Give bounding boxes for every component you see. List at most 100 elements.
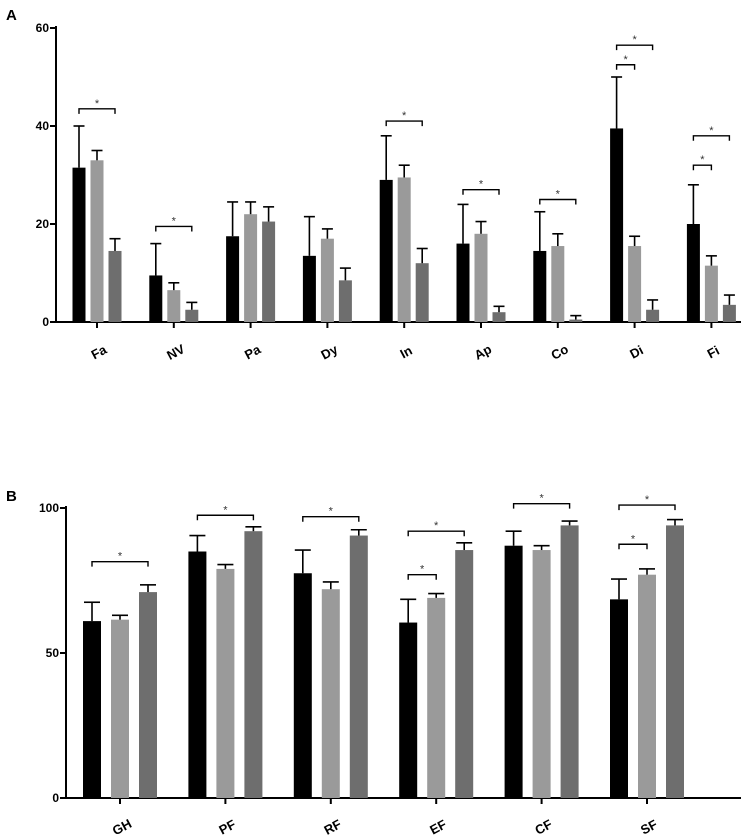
- panel-a-category-label: Co: [549, 341, 571, 362]
- panel-a-significance-star: *: [172, 215, 177, 227]
- panel-a-bar-ap-series-3: [492, 312, 506, 322]
- panel-a-bar-fa-series-2: [90, 160, 104, 322]
- panel-a-bar-dy-series-3: [338, 280, 352, 322]
- panel-b-bar-cf-series-3: [560, 525, 579, 798]
- panel-b-significance-star: *: [434, 520, 439, 532]
- panel-a-bar-co-series-2: [551, 246, 565, 322]
- panel-a-significance-star: *: [632, 34, 637, 46]
- panel-b-significance-bracket: [618, 504, 676, 511]
- panel-b-significance-bracket: [91, 560, 149, 567]
- panel-a-category-label: In: [397, 343, 414, 362]
- panel-b-category-label: SF: [638, 816, 660, 837]
- panel-b-category-label: PF: [216, 816, 238, 837]
- panel-a-bar-fa-series-3: [108, 250, 122, 322]
- panel-b-bar-rf-series-1: [293, 573, 312, 798]
- panel-b-letter: B: [6, 488, 17, 505]
- panel-a-significance-bracket: [615, 64, 636, 70]
- panel-a-letter: A: [6, 7, 17, 24]
- panel-a-significance-star: *: [95, 98, 100, 110]
- panel-b-category-label: EF: [427, 816, 449, 837]
- panel-a-bar-nv-series-2: [167, 290, 181, 322]
- panel-a-category-label: Pa: [242, 341, 264, 362]
- panel-a-significance-star: *: [709, 125, 714, 137]
- panel-a-bar-co-series-1: [533, 250, 547, 322]
- panel-a-bar-in-series-2: [397, 177, 411, 322]
- panel-a-bar-in-series-1: [379, 179, 393, 322]
- panel-b-significance-bracket: [407, 574, 437, 580]
- panel-a-significance-bracket: [692, 164, 713, 171]
- panel-b-bar-ef-series-1: [399, 622, 418, 798]
- panel-b-significance-star: *: [420, 564, 425, 576]
- panel-a-significance-bracket: [462, 189, 500, 195]
- panel-b-category-label: GH: [110, 816, 134, 838]
- panel-a-category-label: Fi: [705, 343, 722, 362]
- panel-a-significance-star: *: [402, 110, 407, 122]
- panel-a-significance-bracket: [539, 198, 577, 205]
- panel-b-bar-ef-series-2: [427, 597, 446, 798]
- panel-a-significance-bracket: [615, 44, 654, 51]
- panel-b-significance-bracket: [512, 502, 571, 509]
- panel-b-significance-star: *: [645, 494, 650, 506]
- panel-a-category-label: Dy: [318, 341, 340, 362]
- panel-a-y-tick-label: 20: [36, 217, 50, 231]
- panel-a-category-label: Di: [627, 342, 646, 361]
- panel-b-bar-rf-series-2: [321, 589, 340, 798]
- panel-a-bar-co-series-3: [569, 319, 583, 322]
- panel-a-bar-dy-series-2: [320, 238, 334, 322]
- panel-a-bar-fi-series-1: [686, 224, 700, 322]
- panel-b-bar-gh-series-1: [83, 621, 101, 798]
- panel-b-bar-cf-series-2: [532, 550, 551, 798]
- panel-b-category-label: RF: [322, 816, 344, 837]
- panel-b-bar-ef-series-3: [455, 550, 474, 798]
- panel-b-y-tick-label: 50: [46, 646, 60, 660]
- panel-a-significance-star: *: [700, 154, 705, 166]
- panel-a-bar-nv-series-1: [149, 275, 163, 322]
- panel-a-significance-bracket: [692, 135, 731, 141]
- panel-a-y-tick-label: 0: [42, 315, 49, 329]
- panel-a-significance-star: *: [479, 179, 484, 191]
- panel-a-bar-di-series-2: [628, 246, 642, 322]
- panel-b-bar-rf-series-3: [349, 535, 368, 798]
- panel-b-y-tick-label: 0: [52, 791, 59, 805]
- panel-b-bar-pf-series-2: [216, 568, 235, 798]
- panel-b-bar-sf-series-3: [666, 525, 684, 798]
- panel-b-significance-star: *: [539, 493, 544, 505]
- panel-a-bar-pa-series-1: [226, 236, 240, 322]
- panel-a-bar-fa-series-1: [72, 167, 86, 322]
- panel-a-y-tick-label: 40: [36, 119, 50, 133]
- panel-b-bar-pf-series-3: [244, 531, 263, 798]
- panel-b-significance-bracket: [618, 543, 648, 550]
- panel-b-category-label: CF: [532, 816, 554, 837]
- panel-a-y-tick-label: 60: [36, 21, 50, 35]
- panel-b-significance-bracket: [407, 530, 465, 537]
- panel-a-bar-di-series-3: [646, 309, 660, 322]
- panel-b-y-tick-label: 100: [39, 501, 59, 515]
- panel-a-category-label: NV: [164, 341, 187, 363]
- panel-a-category-label: Ap: [472, 341, 494, 362]
- panel-b-significance-star: *: [223, 504, 228, 516]
- panel-b-significance-bracket: [302, 516, 360, 522]
- panel-b-bar-pf-series-1: [188, 551, 207, 798]
- panel-a-bar-in-series-3: [415, 263, 429, 322]
- panel-b-bar-sf-series-2: [638, 574, 656, 798]
- panel-a-bar-pa-series-3: [262, 221, 276, 322]
- panel-a-bar-dy-series-1: [302, 255, 316, 322]
- panel-b-bar-cf-series-1: [504, 545, 523, 798]
- panel-b-bar-sf-series-1: [610, 599, 628, 798]
- panel-b-significance-star: *: [631, 533, 636, 545]
- panel-b-bar-gh-series-2: [111, 619, 129, 798]
- panel-b-significance-star: *: [329, 506, 334, 518]
- panel-a-bar-nv-series-3: [185, 309, 199, 322]
- panel-a-bar-fi-series-2: [704, 265, 718, 322]
- panel-a-bar-di-series-1: [610, 128, 624, 322]
- panel-b-significance-star: *: [118, 551, 123, 563]
- panel-b-chart: B 0 50 100 GH PF RF EF CF SF * * * * * * * *: [6, 488, 741, 838]
- panel-a-bar-ap-series-2: [474, 233, 488, 322]
- panel-a-significance-star: *: [556, 189, 561, 201]
- panel-a-bar-pa-series-2: [244, 214, 258, 322]
- panel-a-bar-fi-series-3: [722, 304, 736, 322]
- panel-a-chart: A 0 20 40 60 Fa NV Pa Dy In Ap Co Di Fi * * * * * * * * *: [6, 7, 741, 363]
- panel-a-category-label: Fa: [89, 341, 110, 362]
- panel-a-significance-bracket: [155, 225, 193, 232]
- panel-a-significance-bracket: [78, 108, 116, 114]
